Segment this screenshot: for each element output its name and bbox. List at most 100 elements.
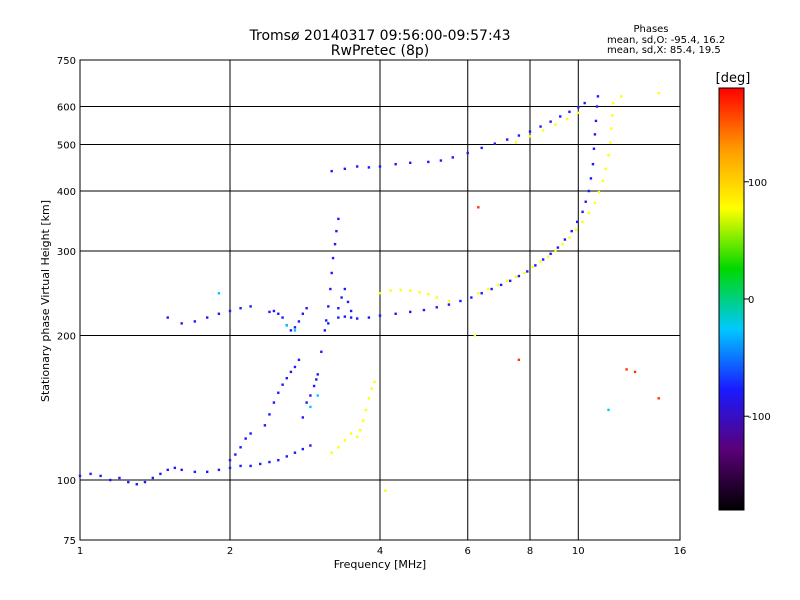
data-point xyxy=(166,316,169,319)
data-point xyxy=(309,405,312,409)
colorbar-tick-label: -100 xyxy=(748,412,771,423)
x-tick-label: 16 xyxy=(674,546,687,557)
data-point xyxy=(607,154,610,157)
data-point xyxy=(228,458,232,462)
data-point xyxy=(337,307,340,310)
data-point xyxy=(78,474,82,478)
data-point xyxy=(556,246,560,249)
data-point xyxy=(480,146,483,150)
data-point xyxy=(577,106,580,109)
data-point xyxy=(480,292,483,295)
data-point xyxy=(447,303,451,306)
data-point xyxy=(343,439,347,442)
data-point xyxy=(505,279,509,283)
data-point xyxy=(427,292,430,296)
data-point xyxy=(559,115,562,118)
data-point xyxy=(205,316,209,319)
data-point xyxy=(568,236,571,239)
data-point xyxy=(493,142,497,145)
data-point xyxy=(517,274,521,278)
data-point xyxy=(373,380,376,384)
data-point xyxy=(422,308,426,312)
data-point xyxy=(335,229,338,233)
stats-heading: Phases xyxy=(633,24,668,35)
data-point xyxy=(349,316,353,319)
data-point xyxy=(193,470,197,474)
data-point xyxy=(301,447,305,451)
data-point xyxy=(285,455,288,458)
data-point xyxy=(315,378,318,381)
data-point xyxy=(135,483,138,486)
data-point xyxy=(620,95,623,98)
data-point xyxy=(584,200,587,203)
data-point xyxy=(528,130,532,133)
data-point xyxy=(601,179,605,183)
data-point xyxy=(159,472,162,476)
data-point xyxy=(470,296,473,299)
x-tick-label: 2 xyxy=(227,546,233,557)
data-point xyxy=(594,119,598,123)
data-point xyxy=(459,299,462,303)
data-point xyxy=(604,167,607,171)
data-point xyxy=(583,101,586,105)
data-point xyxy=(539,260,542,263)
data-point xyxy=(281,316,284,319)
data-point xyxy=(574,228,578,232)
data-point xyxy=(367,166,371,169)
data-point xyxy=(490,287,493,291)
data-point xyxy=(409,161,412,165)
data-point xyxy=(367,397,371,400)
data-point xyxy=(439,159,443,162)
data-point xyxy=(657,91,660,95)
data-point xyxy=(297,320,301,323)
data-point xyxy=(435,296,438,299)
data-point xyxy=(297,358,301,362)
data-point xyxy=(272,401,276,404)
colorbar-ticks: 100 0 -100 xyxy=(744,178,771,423)
data-point xyxy=(477,206,480,209)
data-point xyxy=(337,217,340,221)
data-point xyxy=(549,252,552,256)
data-point xyxy=(610,127,613,130)
data-point xyxy=(99,474,102,478)
data-point xyxy=(528,135,532,138)
data-point xyxy=(173,466,177,470)
data-point xyxy=(293,329,297,332)
data-point xyxy=(609,141,612,144)
data-point xyxy=(289,329,293,332)
data-point xyxy=(217,468,221,472)
data-point xyxy=(330,271,333,275)
data-point xyxy=(526,270,529,273)
data-point xyxy=(589,177,593,180)
data-point xyxy=(546,255,550,258)
chart-subtitle: RwPretec (8p) xyxy=(331,43,429,59)
data-point xyxy=(272,309,276,313)
data-point xyxy=(355,317,359,320)
data-point xyxy=(330,451,333,454)
data-point xyxy=(289,370,293,374)
data-point xyxy=(517,134,521,137)
colorbar xyxy=(718,87,745,511)
data-point xyxy=(309,394,312,397)
data-point xyxy=(508,279,512,283)
colorbar-label: [deg] xyxy=(716,71,751,86)
data-point xyxy=(193,320,197,323)
data-point xyxy=(305,401,308,404)
data-point xyxy=(487,287,490,291)
data-point xyxy=(570,229,573,233)
data-point xyxy=(370,387,373,390)
data-point xyxy=(320,350,323,353)
data-point xyxy=(293,326,297,329)
data-point xyxy=(249,432,252,435)
y-tick-label: 100 xyxy=(57,476,76,487)
y-axis-label: Stationary phase Virtual Height [km] xyxy=(39,200,52,402)
data-point xyxy=(118,476,121,480)
data-point xyxy=(541,129,545,132)
data-point xyxy=(268,310,271,314)
data-point xyxy=(473,334,477,337)
data-point xyxy=(349,432,353,435)
data-point xyxy=(568,110,571,113)
data-point xyxy=(89,472,92,476)
data-point xyxy=(309,444,312,447)
stats-line-o: mean, sd,O: -95.4, 16.2 xyxy=(607,35,725,46)
